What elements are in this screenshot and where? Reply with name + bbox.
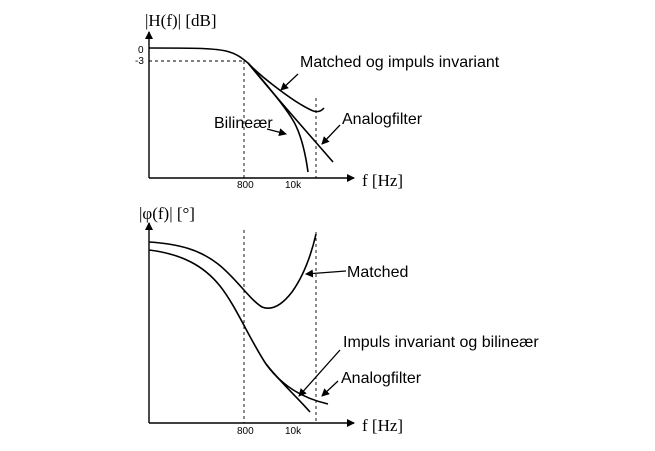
matched-phase-arrow (305, 269, 347, 278)
analog-label-top: Analogfilter (342, 111, 423, 128)
analog-phase-curve (265, 363, 329, 405)
bilinear-curve (247, 62, 309, 173)
matched-impuls-label: Matched og impuls invariant (300, 54, 500, 71)
matched-phase-label: Matched (347, 264, 408, 281)
x-tick-800: 800 (237, 180, 254, 191)
matched-impuls-arrow (280, 73, 299, 91)
phase-x-label: f [Hz] (362, 416, 403, 435)
y-tick-minus3: -3 (135, 56, 144, 67)
matched-impuls-curve (148, 47, 325, 113)
phase-plot: 800 10k |φ(f)| [°] f [Hz] Matched Impuls… (139, 204, 539, 437)
magnitude-x-label: f [Hz] (362, 171, 403, 190)
phase-y-label: |φ(f)| [°] (139, 204, 195, 223)
impuls-bilinear-arrow (298, 349, 341, 397)
phase-x-tick-800: 800 (237, 426, 254, 437)
phase-x-tick-10k: 10k (285, 426, 302, 437)
analog-phase-arrow (321, 380, 339, 397)
magnitude-y-label: |H(f)| [dB] (145, 11, 216, 30)
bilinear-label: Bilineær (214, 115, 273, 132)
x-tick-10k: 10k (285, 180, 302, 191)
bilinear-arrow (266, 128, 287, 137)
analog-label-bottom: Analogfilter (341, 370, 422, 387)
analog-arrow-top (321, 124, 341, 145)
magnitude-plot: 0 -3 800 10k |H(f)| [dB] f [Hz] Matched … (135, 11, 500, 191)
impuls-bilinear-label: Impuls invariant og bilineær (343, 334, 539, 351)
impuls-bilinear-phase-curve (148, 249, 311, 413)
matched-phase-curve (148, 233, 317, 309)
y-tick-0: 0 (138, 45, 144, 56)
